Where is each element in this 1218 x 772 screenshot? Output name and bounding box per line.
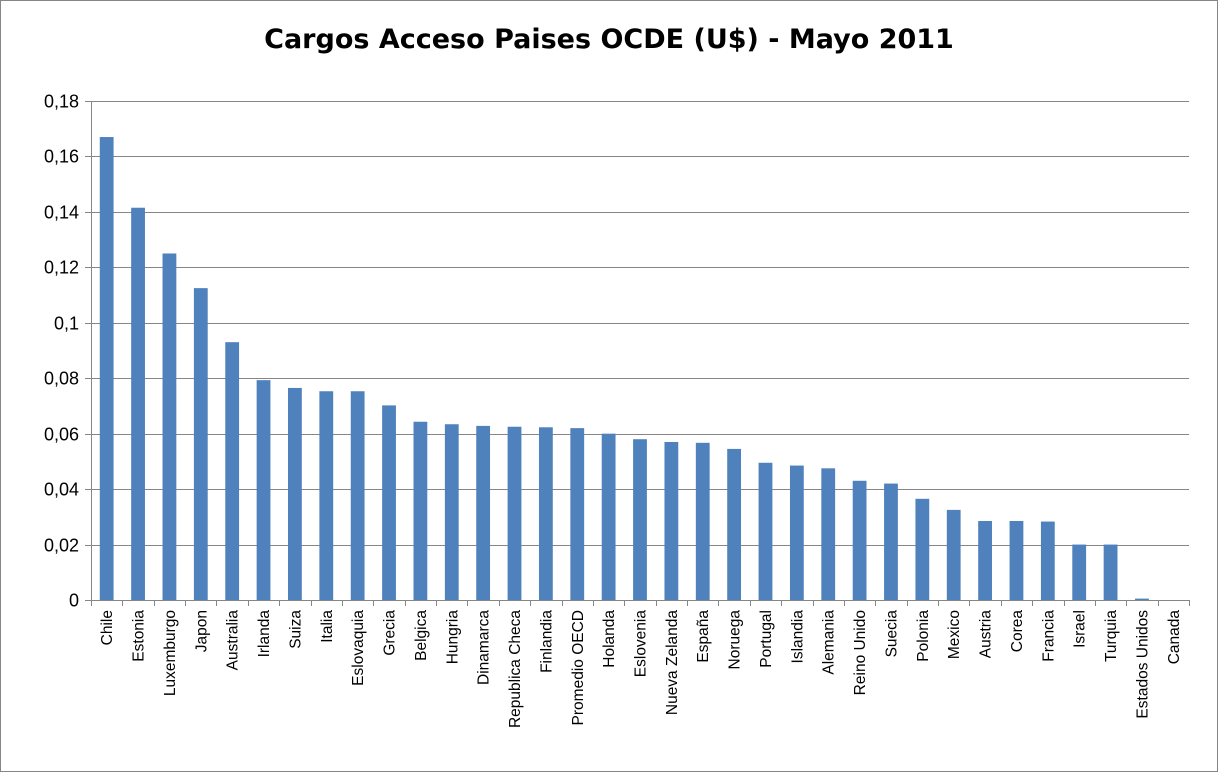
y-tick-label: 0,02 <box>44 536 79 556</box>
bar <box>633 439 647 600</box>
bar <box>99 137 114 601</box>
bar <box>758 462 773 600</box>
category-label: Finlandia <box>538 610 555 673</box>
category-label: Suecia <box>883 610 900 658</box>
y-tick-label: 0,08 <box>44 369 79 389</box>
category-label: Eslovaquia <box>350 610 367 686</box>
bar <box>1040 521 1055 600</box>
category-label: Irlanda <box>256 610 273 658</box>
y-tick-label: 0,12 <box>44 258 79 278</box>
category-label: Eslovenia <box>633 610 650 678</box>
category-label: Promedio OECD <box>570 610 587 725</box>
category-label: Hungria <box>444 610 461 665</box>
category-label: Suiza <box>287 610 304 649</box>
bar <box>852 480 867 600</box>
y-tick-label: 0,06 <box>44 425 79 445</box>
bar <box>413 421 428 600</box>
y-tick-label: 0 <box>69 591 79 611</box>
category-label: Nueva Zelanda <box>664 610 681 716</box>
bar <box>1072 544 1087 600</box>
bar <box>131 207 145 601</box>
category-label: Estonia <box>131 610 148 662</box>
bar <box>695 442 710 600</box>
bar <box>1135 598 1149 600</box>
bar <box>476 425 491 600</box>
category-label: Noruega <box>727 610 744 670</box>
bar <box>507 426 522 600</box>
bar <box>664 441 679 600</box>
y-tick-label: 0,16 <box>44 147 79 167</box>
category-label: Mexico <box>946 610 963 659</box>
bar <box>162 253 177 600</box>
category-label: Estados Unidos <box>1134 610 1151 719</box>
category-label: Islandia <box>789 610 806 664</box>
bar <box>444 424 459 600</box>
bar <box>382 405 396 600</box>
category-label: Canada <box>1166 610 1183 665</box>
category-label: España <box>695 610 712 663</box>
category-label: Luxemburgo <box>162 610 179 696</box>
chart-title: Cargos Acceso Paises OCDE (U$) - Mayo 20… <box>264 24 954 55</box>
category-label: Republica Checa <box>507 610 524 728</box>
bar <box>978 520 992 600</box>
bar <box>915 498 930 600</box>
category-label: Reino Unido <box>852 610 869 695</box>
bar <box>601 433 616 600</box>
category-label: Belgica <box>413 610 430 661</box>
y-tick-label: 0,18 <box>44 92 79 112</box>
category-label: Portugal <box>758 610 775 668</box>
category-label: Holanda <box>601 610 618 668</box>
category-label: Turquia <box>1103 610 1120 662</box>
category-label: Polonia <box>915 610 932 662</box>
bar <box>570 428 585 600</box>
category-label: Japon <box>193 610 210 652</box>
category-label: Corea <box>1009 610 1026 653</box>
bar <box>225 342 240 600</box>
bar <box>727 448 742 600</box>
category-label: Dinamarca <box>476 610 493 685</box>
bar <box>1009 520 1024 600</box>
category-label: Italia <box>319 610 336 643</box>
category-label: Grecia <box>382 610 399 656</box>
bar <box>256 380 271 600</box>
bar <box>789 465 804 600</box>
category-label: Chile <box>99 610 116 645</box>
y-tick-label: 0,14 <box>44 203 79 223</box>
category-label: Alemania <box>821 610 838 675</box>
bar <box>350 391 365 600</box>
bar <box>884 483 898 600</box>
bar <box>946 509 961 600</box>
bar <box>821 468 836 600</box>
y-tick-label: 0,04 <box>44 480 79 500</box>
category-label: Australia <box>225 610 242 671</box>
bar <box>1103 544 1118 600</box>
category-label: Austria <box>978 610 995 659</box>
category-label: Francia <box>1040 610 1057 662</box>
y-tick-label: 0,1 <box>54 314 79 334</box>
bar <box>538 427 553 600</box>
category-label: Israel <box>1072 610 1089 648</box>
bar <box>288 387 302 600</box>
bar <box>193 288 208 601</box>
bar <box>319 391 334 600</box>
